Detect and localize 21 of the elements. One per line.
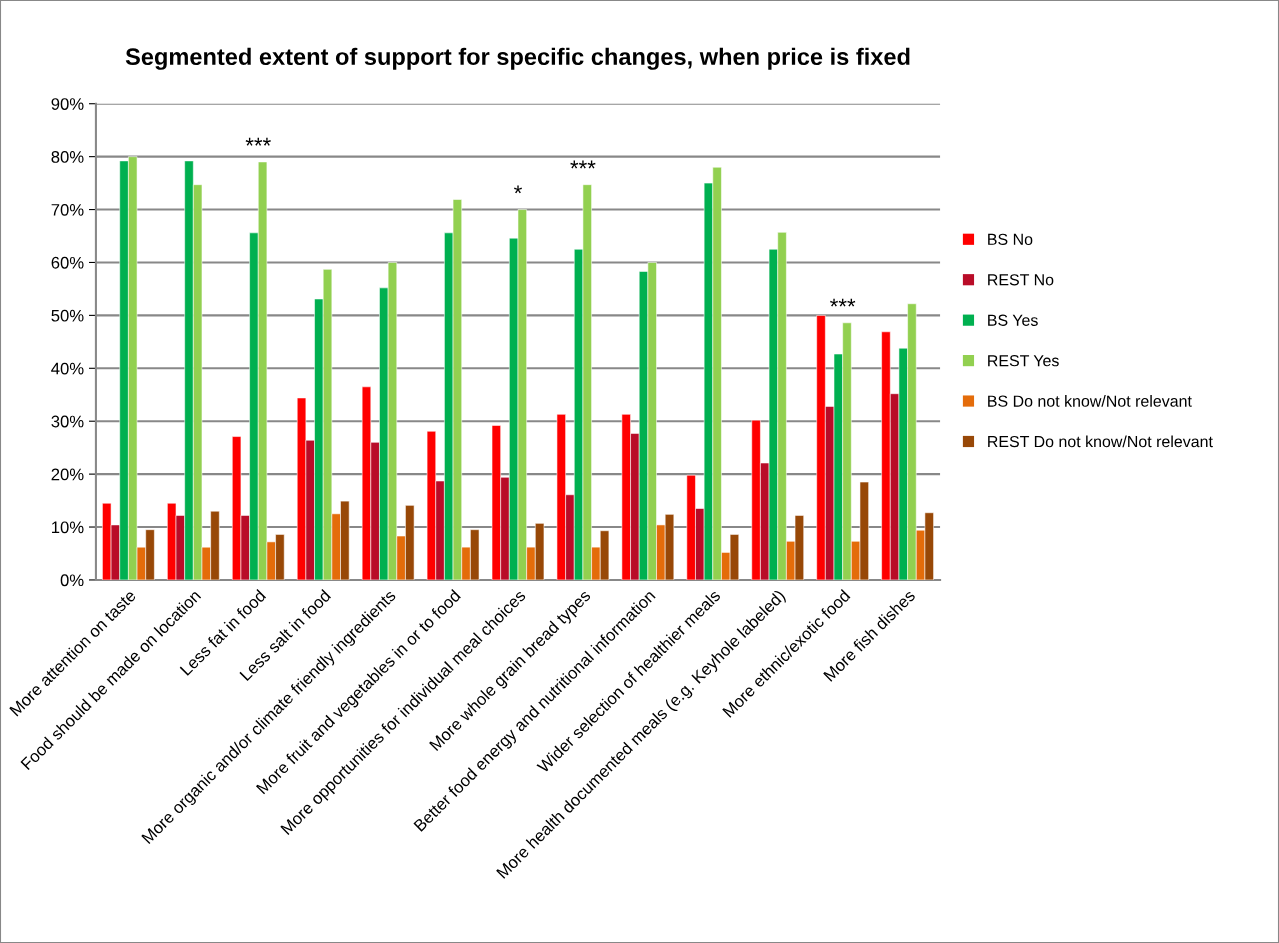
y-tick-label: 40% (51, 362, 84, 375)
legend-label: REST Do not know/Not relevant (988, 435, 1213, 448)
annotation: *** (570, 160, 596, 169)
legend-label: REST No (988, 274, 1054, 286)
y-tick-label: 50% (51, 309, 84, 322)
legend-label: REST Yes (988, 355, 1059, 367)
y-tick-label: 80% (51, 151, 84, 163)
y-tick-label: 0% (60, 574, 84, 587)
chart-title: Segmented extent of support for specific changes, when price is fixed (125, 47, 910, 70)
y-tick-label: 20% (51, 468, 84, 481)
annotation: * (514, 185, 522, 194)
y-tick-label: 90% (51, 98, 84, 110)
legend-label: BS Do not know/Not relevant (988, 395, 1192, 407)
legend-label: BS No (988, 233, 1033, 246)
annotation: *** (245, 137, 271, 146)
annotation: *** (830, 298, 856, 307)
legend-label: BS Yes (988, 314, 1038, 326)
y-tick-label: 60% (51, 256, 84, 269)
y-tick-label: 70% (51, 203, 84, 216)
y-tick-label: 30% (51, 415, 84, 428)
y-tick-label: 10% (52, 521, 84, 534)
